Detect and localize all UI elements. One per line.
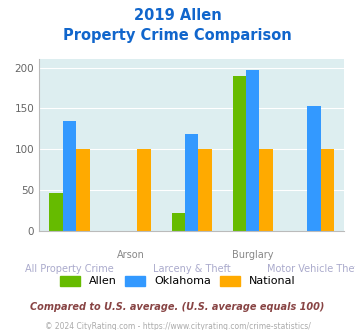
Bar [171, 213, 185, 231]
Text: Arson: Arson [117, 250, 144, 260]
Text: © 2024 CityRating.com - https://www.cityrating.com/crime-statistics/: © 2024 CityRating.com - https://www.city… [45, 322, 310, 330]
Bar [63, 121, 76, 231]
Bar [49, 193, 63, 231]
Text: Burglary: Burglary [232, 250, 273, 260]
Text: Larceny & Theft: Larceny & Theft [153, 264, 231, 274]
Text: All Property Crime: All Property Crime [25, 264, 114, 274]
Text: Compared to U.S. average. (U.S. average equals 100): Compared to U.S. average. (U.S. average … [30, 302, 325, 312]
Text: 2019 Allen: 2019 Allen [133, 8, 222, 23]
Text: Motor Vehicle Theft: Motor Vehicle Theft [267, 264, 355, 274]
Bar [321, 149, 334, 231]
Bar [76, 149, 90, 231]
Bar [260, 149, 273, 231]
Bar [137, 149, 151, 231]
Bar [246, 70, 260, 231]
Text: Property Crime Comparison: Property Crime Comparison [63, 28, 292, 43]
Bar [198, 149, 212, 231]
Legend: Allen, Oklahoma, National: Allen, Oklahoma, National [55, 271, 300, 291]
Bar [307, 106, 321, 231]
Bar [233, 76, 246, 231]
Bar [185, 134, 198, 231]
